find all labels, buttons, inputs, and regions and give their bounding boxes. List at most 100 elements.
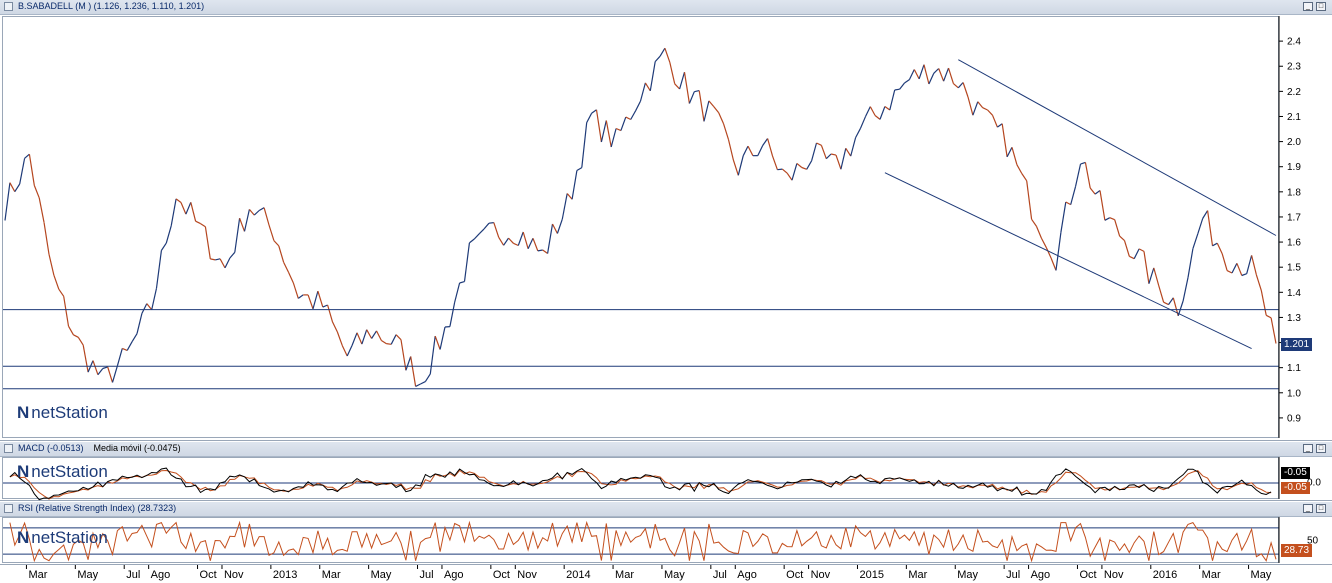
- price-segment: [29, 154, 34, 185]
- maximize-icon[interactable]: □: [1316, 444, 1326, 453]
- price-segment: [900, 83, 905, 89]
- y-tick-label: 0.9: [1287, 413, 1301, 424]
- x-tick-label: Mar: [322, 569, 341, 581]
- minimize-icon[interactable]: _: [1303, 504, 1313, 513]
- price-segment: [127, 342, 132, 351]
- panel-menu-icon[interactable]: [4, 504, 13, 513]
- price-segment: [929, 73, 934, 84]
- price-segment: [533, 238, 538, 251]
- y-tick-label: 1.9: [1287, 162, 1301, 173]
- price-segment: [367, 330, 372, 339]
- minimize-icon[interactable]: _: [1303, 2, 1313, 11]
- maximize-icon[interactable]: □: [1316, 504, 1326, 513]
- y-tick-label: 2.1: [1287, 112, 1301, 123]
- y-tick-label: 1.7: [1287, 212, 1301, 223]
- signal-value-badge: -0.05: [1281, 482, 1310, 494]
- y-tick-label: 1.1: [1287, 363, 1301, 374]
- x-tick-label: Oct: [493, 569, 510, 581]
- price-segment: [1007, 147, 1012, 157]
- x-tick-label: Mar: [28, 569, 47, 581]
- macd-line: [10, 468, 1271, 500]
- price-segment: [1032, 219, 1037, 226]
- price-segment: [166, 226, 171, 243]
- price-segment: [64, 296, 69, 326]
- price-segment: [748, 146, 753, 156]
- price-segment: [909, 70, 914, 80]
- price-segment: [880, 107, 885, 120]
- price-segment: [1247, 255, 1252, 273]
- price-segment: [538, 250, 543, 251]
- panel-menu-icon[interactable]: [4, 2, 13, 11]
- price-segment: [636, 101, 641, 111]
- price-segment: [308, 295, 313, 309]
- price-segment: [1149, 268, 1154, 284]
- price-segment: [963, 83, 968, 98]
- x-tick-label: Jul: [1006, 569, 1020, 581]
- price-segment: [337, 332, 342, 346]
- x-tick-label: Ago: [151, 569, 171, 581]
- price-segment: [587, 113, 592, 122]
- price-segment: [318, 291, 323, 307]
- price-segment: [875, 116, 880, 120]
- price-segment: [1242, 274, 1247, 276]
- price-segment: [279, 246, 284, 262]
- price-segment: [611, 129, 616, 148]
- price-segment: [181, 203, 186, 215]
- price-segment: [1188, 249, 1193, 278]
- price-segment: [333, 322, 338, 332]
- price-segment: [220, 259, 225, 268]
- price-segment: [1256, 275, 1261, 291]
- price-segment: [601, 121, 606, 143]
- price-segment: [1002, 124, 1007, 157]
- price-segment: [186, 202, 191, 214]
- panel-menu-icon[interactable]: [4, 444, 13, 453]
- minimize-icon[interactable]: _: [1303, 444, 1313, 453]
- price-segment: [1041, 238, 1046, 247]
- price-segment: [567, 194, 572, 200]
- price-segment: [773, 156, 778, 170]
- y-tick-label: 2.2: [1287, 87, 1301, 98]
- price-segment: [518, 232, 523, 246]
- price-segment: [1037, 226, 1042, 238]
- price-segment: [1027, 181, 1032, 220]
- price-segment: [259, 208, 264, 211]
- price-segment: [1213, 243, 1218, 246]
- x-tick-label: Ago: [737, 569, 757, 581]
- price-segment: [606, 121, 611, 148]
- price-segment: [949, 68, 954, 84]
- price-segment: [108, 367, 113, 383]
- price-segment: [245, 209, 250, 231]
- price-segment: [1056, 232, 1061, 270]
- price-segment: [665, 48, 670, 62]
- maximize-icon[interactable]: □: [1316, 2, 1326, 11]
- price-segment: [225, 258, 230, 268]
- price-segment: [1252, 255, 1257, 275]
- price-segment: [509, 238, 514, 243]
- x-tick-label: Nov: [811, 569, 831, 581]
- price-segment: [1095, 191, 1100, 195]
- macd-title: MACD (-0.0513): [18, 443, 84, 453]
- price-segment: [582, 123, 587, 168]
- price-segment: [1061, 202, 1066, 232]
- price-segment: [919, 65, 924, 79]
- x-tick-label: 2016: [1153, 569, 1177, 581]
- price-segment: [430, 336, 435, 374]
- y-tick-label: 2.0: [1287, 137, 1301, 148]
- price-segment: [440, 327, 445, 350]
- price-segment: [357, 333, 362, 344]
- price-segment: [733, 160, 738, 175]
- price-segment: [323, 305, 328, 307]
- price-segment: [196, 221, 201, 223]
- x-tick-label: Nov: [517, 569, 537, 581]
- rsi-panel: RSI (Relative Strength Index) (28.7323) …: [0, 502, 1332, 565]
- price-segment: [548, 224, 553, 254]
- y-tick-label: 1.5: [1287, 263, 1301, 274]
- price-segment: [103, 367, 108, 369]
- price-segment: [421, 382, 426, 384]
- price-segment: [313, 291, 318, 309]
- price-segment: [944, 68, 949, 81]
